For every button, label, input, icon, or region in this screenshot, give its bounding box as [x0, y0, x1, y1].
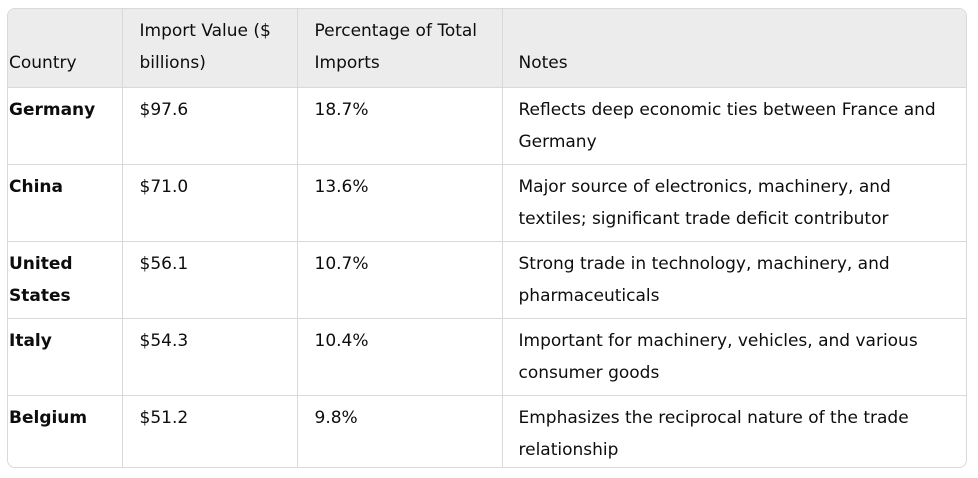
cell-percentage: 10.7%	[297, 241, 503, 319]
cell-import-value: $56.1	[122, 241, 298, 319]
import-table-container: Country Import Value ($ billions) Percen…	[7, 8, 967, 468]
cell-import-value: $97.6	[122, 87, 298, 165]
cell-notes: Reflects deep economic ties between Fran…	[502, 87, 966, 165]
header-percentage: Percentage of Total Imports	[297, 9, 503, 88]
cell-percentage: 9.8%	[297, 395, 503, 467]
cell-notes: Emphasizes the reciprocal nature of the …	[518, 408, 909, 460]
cell-country: Italy	[8, 318, 123, 396]
cell-import-value: $51.2	[122, 395, 298, 467]
cell-percentage: 10.4%	[297, 318, 503, 396]
table-row: United States $56.1 10.7% Strong trade i…	[8, 241, 966, 319]
import-table: Country Import Value ($ billions) Percen…	[8, 9, 966, 467]
cell-country: Belgium	[8, 395, 123, 467]
table-row: Belgium $51.2 9.8% Emphasizes the recipr…	[8, 395, 966, 467]
header-country: Country	[8, 9, 123, 88]
cell-percentage: 18.7%	[297, 87, 503, 165]
table-header-row: Country Import Value ($ billions) Percen…	[8, 9, 966, 88]
header-notes: Notes	[502, 9, 966, 88]
cell-percentage: 13.6%	[297, 164, 503, 242]
cell-import-value: $54.3	[122, 318, 298, 396]
cell-country: Germany	[8, 87, 123, 165]
cell-country: China	[8, 164, 123, 242]
cell-country: United States	[8, 241, 123, 319]
cell-notes: Strong trade in technology, machinery, a…	[502, 241, 966, 319]
cell-notes: Major source of electronics, machinery, …	[502, 164, 966, 242]
table-row: Germany $97.6 18.7% Reflects deep econom…	[8, 87, 966, 165]
cell-import-value: $71.0	[122, 164, 298, 242]
table-row: Italy $54.3 10.4% Important for machiner…	[8, 318, 966, 396]
header-import-value: Import Value ($ billions)	[122, 9, 298, 88]
cell-notes: Important for machinery, vehicles, and v…	[502, 318, 966, 396]
table-row: China $71.0 13.6% Major source of electr…	[8, 164, 966, 242]
